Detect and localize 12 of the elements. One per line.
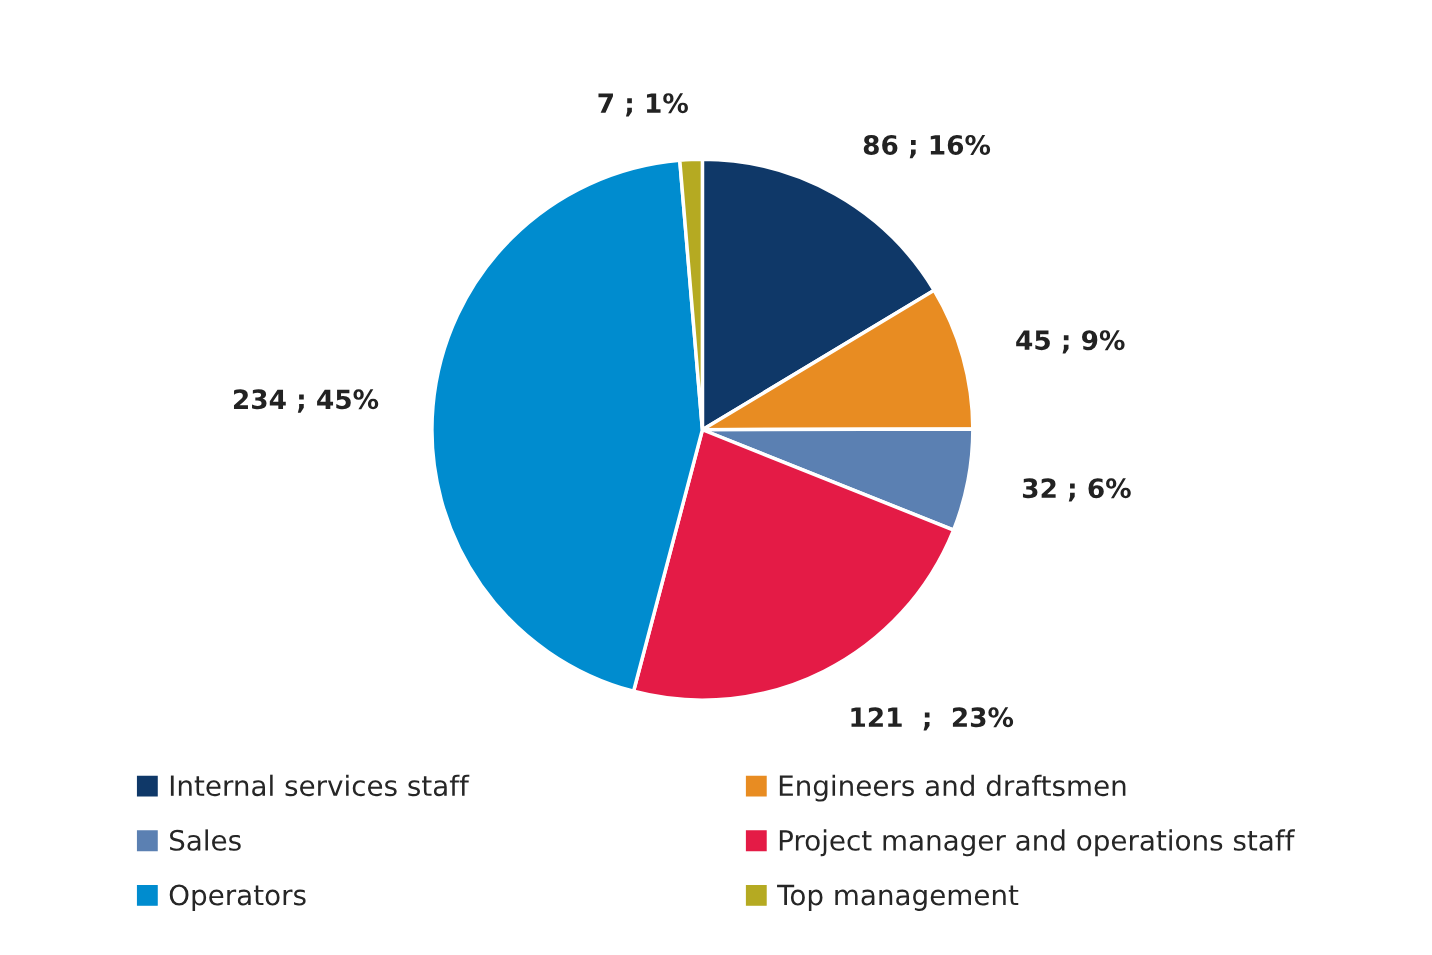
data-label: 32 ; 6%	[1022, 478, 1131, 502]
data-label: 7 ; 1%	[598, 93, 688, 117]
legend-label: Top management	[777, 884, 1019, 911]
data-label: 121 ; 23%	[851, 707, 1014, 731]
data-label: 234 ; 45%	[233, 389, 379, 413]
legend-label: Internal services staff	[170, 774, 470, 797]
data-label: 45 ; 9%	[1016, 330, 1125, 354]
legend-label: Engineers and draftsmen	[779, 774, 1126, 802]
legend-label: Project manager and operations staff	[779, 829, 1295, 857]
data-label: 86 ; 16%	[863, 134, 991, 159]
legend-label: Sales	[170, 829, 241, 851]
legend-label: Operators	[169, 884, 306, 911]
